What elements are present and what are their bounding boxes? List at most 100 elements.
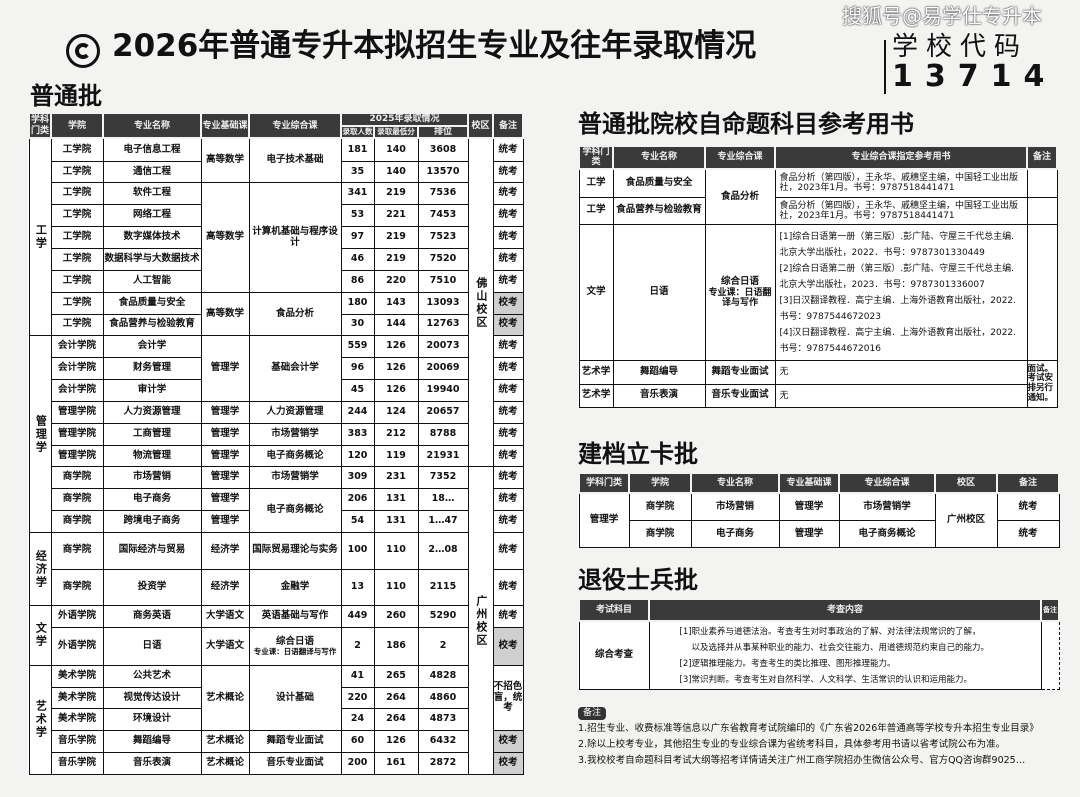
admitted-count-cell: 309 <box>340 466 375 490</box>
basic-course-cell-text: 管理学 <box>210 471 240 483</box>
remark-cell-text: 统考 <box>498 143 518 155</box>
remark-cell-text: 统考 <box>498 471 518 483</box>
min-score-cell: 126 <box>373 730 419 754</box>
min-score-cell: 144 <box>373 313 419 337</box>
remark-cell-text: 校考 <box>498 296 518 308</box>
school-code-label: 学校代码 <box>892 32 1029 62</box>
admitted-count-cell: 97 <box>340 226 375 249</box>
col-year-group: 2025年录取情况 <box>339 112 470 127</box>
major-cell: 音乐表演 <box>612 383 706 409</box>
major-cell: 跨境电子商务 <box>102 510 202 533</box>
college-cell: 工学院 <box>50 137 104 162</box>
remark-cell-text: 校考 <box>498 757 518 769</box>
campus-cell-text: 佛山校区 <box>474 276 488 329</box>
table-row: 艺术学 美术学院 公共艺术 艺术概论 设计基础 41 265 4828 不招色盲，统考 <box>28 664 524 776</box>
table-row: 商学院 电子商务 管理学 电子商务概论 206 131 18… 统考 <box>29 488 524 533</box>
book-line: 书号：9787544672016 <box>779 343 881 354</box>
table-row: 艺术学 音乐表演 音乐专业面试 无 <box>578 383 1057 409</box>
books-section-title: 普通批院校自命题科目参考用书 <box>578 110 914 138</box>
col-content: 考查内容 <box>648 598 1042 622</box>
major-cell: 市场营销 <box>102 466 202 490</box>
remark-cell: 不招色盲，统考 <box>492 664 524 732</box>
min-score-cell: 110 <box>373 531 419 570</box>
admitted-count-cell: 244 <box>340 400 375 424</box>
admitted-count-cell: 60 <box>340 730 375 754</box>
min-score-cell: 131 <box>373 510 419 533</box>
min-score-cell: 140 <box>373 160 419 184</box>
comprehensive-course-cell: 舞蹈专业面试 <box>248 730 342 754</box>
course-cell: 综合日语 专业课：日语翻译与写作 <box>704 223 776 362</box>
admitted-count-cell: 41 <box>340 664 375 688</box>
content-line: [2]逻辑推理能力。考查考生的类比推理、图形推理能力。 <box>679 658 896 669</box>
min-score-cell: 110 <box>373 568 419 607</box>
basic-course-cell: 管理学 <box>200 488 250 512</box>
book-line: [2]综合日语第二册（第三版）.彭广陆、守屋三千代总主编. <box>779 263 1014 274</box>
rank-cell: 6432 <box>417 730 469 754</box>
book-line: [4]汉日翻译教程．高宁主编．上海外语教育出版社，2022. <box>779 327 1017 338</box>
discipline-cell: 工学 <box>578 168 614 198</box>
basic-course-cell: 大学语文 <box>200 627 250 666</box>
discipline-cell-text: 文学 <box>34 622 48 649</box>
rank-cell: 2872 <box>417 752 469 775</box>
note-item: 2.除以上校考专业，其他招生专业的专业综合课为省统考科目，具体参考用书请以省考试… <box>578 739 1006 750</box>
min-score-cell: 264 <box>373 686 419 710</box>
content-line: [3]常识判断。考查考生对自然科学、人文科学、生活常识的认识和运用能力。 <box>679 674 973 685</box>
basic-course-cell: 管理学 <box>200 466 250 490</box>
major-cell: 物流管理 <box>102 444 202 468</box>
course-name: 综合日语 <box>720 275 759 287</box>
remark-cell-text: 校考 <box>498 735 518 747</box>
col-major: 专业名称 <box>612 145 706 170</box>
remark-cell-text: 统考 <box>498 252 518 264</box>
major-cell: 通信工程 <box>102 160 202 184</box>
comprehensive-course-cell: 金融学 <box>248 568 342 607</box>
table-row: 管理学 会计学院 会计学 管理学 基础会计学 559 126 20073 统考 <box>28 335 524 533</box>
table-row: 艺术学 舞蹈编导 舞蹈专业面试 无 面试。考试安排另行通知。 <box>578 360 1058 408</box>
remark-cell-text: 统考 <box>498 427 518 439</box>
basic-cell: 管理学 <box>778 492 840 522</box>
college-cell: 商学院 <box>50 510 104 533</box>
college-cell: 商学院 <box>628 492 692 522</box>
college-cell: 商学院 <box>50 531 104 570</box>
remark-cell: 校考 <box>492 313 524 337</box>
admitted-count-cell: 200 <box>340 752 375 775</box>
rank-cell: 20073 <box>417 335 469 359</box>
course-cell: 音乐专业面试 <box>704 383 776 409</box>
admitted-count-cell: 120 <box>340 444 375 468</box>
basic-course-cell: 管理学 <box>200 335 250 402</box>
books-cell: 无 <box>774 360 1028 385</box>
major-cell: 数字媒体技术 <box>102 226 202 249</box>
table-row: 商学院 市场营销 管理学 市场营销学 309 231 7352 广州校区 统考 <box>29 466 524 775</box>
admitted-count-cell: 13 <box>340 568 375 607</box>
basic-course-cell-text: 管理学 <box>210 405 240 417</box>
col-major: 专业名称 <box>690 472 780 494</box>
table-row: 音乐学院 音乐表演 艺术概论 音乐专业面试 200 161 2872 校考 <box>29 752 524 775</box>
admitted-count-cell: 2 <box>340 627 375 666</box>
min-score-cell: 119 <box>373 444 419 468</box>
campus-cell-text: 广州校区 <box>474 594 488 647</box>
basic-course-cell: 高等数学 <box>200 182 250 293</box>
remark-cell <box>1026 168 1058 198</box>
col-major: 专业名称 <box>102 111 202 140</box>
college-cell: 外语学院 <box>50 605 104 629</box>
table-row: 音乐学院 舞蹈编导 艺术概论 舞蹈专业面试 60 126 6432 校考 <box>29 730 524 754</box>
books-cell: 食品分析（第四版），王永华、戚穗坚主编，中国轻工业出版社，2023年1月。书号：… <box>774 168 1028 198</box>
comprehensive-cell: 电子商务概论 <box>838 520 936 548</box>
basic-course-cell-text: 高等数学 <box>205 307 244 319</box>
college-cell: 会计学院 <box>50 335 104 359</box>
min-score-cell: 161 <box>373 752 419 775</box>
comprehensive-course-cell-text: 市场营销学 <box>271 471 319 483</box>
archive-table: 学科门类 学院 专业名称 专业基础课 专业综合课 校区 备注 管理学 商学院 市… <box>578 472 1060 548</box>
table-row: 外语学院 日语 大学语文 综合日语 专业课：日语翻译与写作 2 186 2 校考 <box>29 627 524 666</box>
remark-cell: 统考 <box>492 160 524 184</box>
admitted-count-cell: 341 <box>340 182 375 206</box>
basic-course-cell: 大学语文 <box>200 605 250 629</box>
table-row: 管理学院 物流管理 管理学 电子商务概论 120 119 21931 统考 <box>29 444 524 468</box>
table-row: 商学院 投资学 经济学 金融学 13 110 2115 统考 <box>29 568 524 607</box>
notes: 备注 1.招生专业、收费标准等信息以广东省教育考试院编印的《广东省2026年普通… <box>578 705 1048 769</box>
major-cell: 日语 <box>102 627 202 666</box>
min-score-cell: 124 <box>373 400 419 424</box>
course-sub: 专业课：日语翻译与写作 <box>708 287 772 309</box>
regular-admission-table: 学科门类 学院 专业名称 专业基础课 专业综合课 2025年录取情况 校区 备注… <box>28 111 525 776</box>
col-subject: 考试科目 <box>578 598 650 622</box>
min-score-cell: 126 <box>373 335 419 359</box>
